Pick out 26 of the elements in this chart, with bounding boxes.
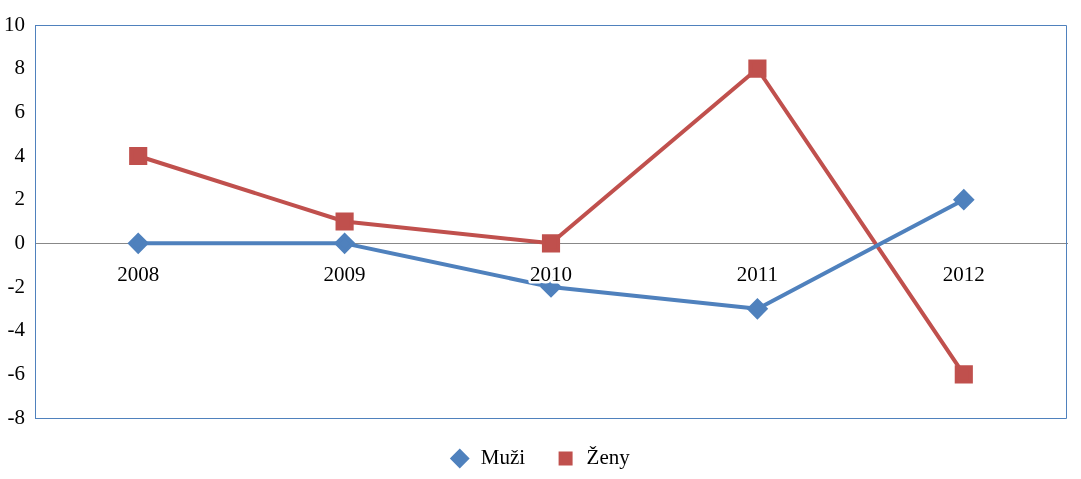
y-tick-label: -4	[7, 317, 26, 342]
x-tick-label: 2010	[530, 262, 572, 287]
y-tick-label: 0	[14, 229, 25, 254]
y-tick-label: 10	[4, 11, 25, 36]
y-tick-label: -8	[7, 404, 25, 429]
point	[954, 365, 973, 384]
y-tick-label: 2	[14, 186, 25, 211]
y-tick-label: 4	[14, 142, 26, 167]
point	[335, 212, 354, 231]
legend-label: Muži	[480, 445, 526, 470]
point	[747, 298, 768, 319]
point	[128, 233, 149, 254]
point	[129, 146, 148, 166]
point	[334, 233, 355, 254]
x-tick-label: 2009	[323, 262, 366, 287]
y-tick-label: 6	[14, 98, 25, 123]
x-tick-label: 2008	[117, 262, 160, 287]
y-tick-label: -2	[7, 273, 25, 298]
point	[748, 59, 767, 78]
y-tick-label: -6	[7, 360, 25, 385]
y-tick-label: 8	[14, 55, 25, 80]
x-tick-label: 2012	[942, 262, 985, 287]
point	[541, 234, 561, 253]
legend-label: Ženy	[586, 445, 631, 470]
x-tick-label: 2011	[736, 262, 779, 287]
point	[953, 189, 974, 210]
